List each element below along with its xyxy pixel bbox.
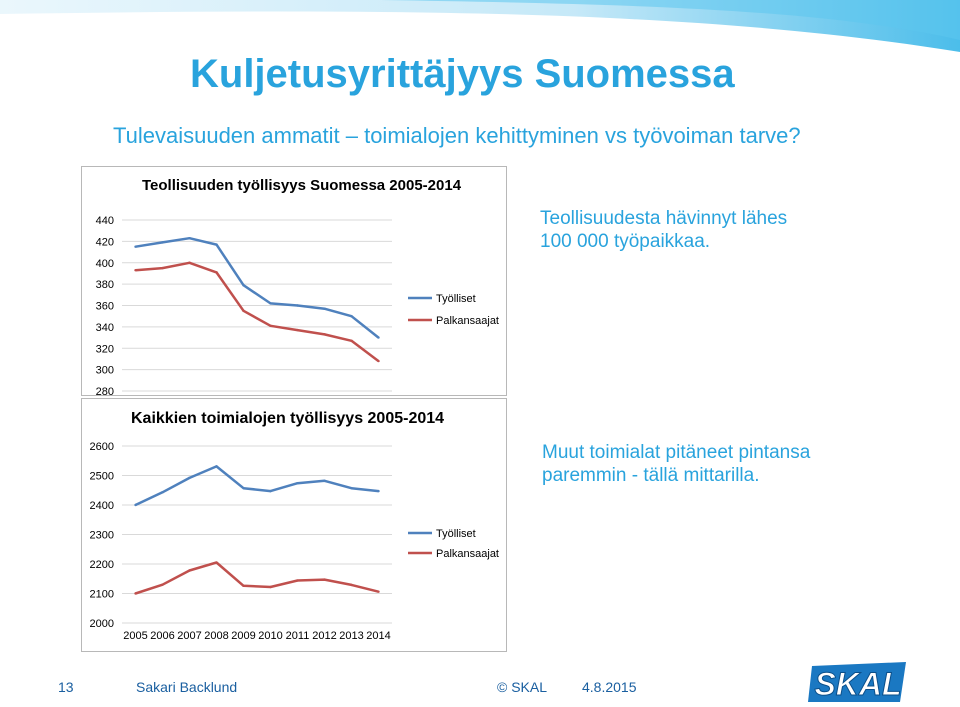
note-industry: Teollisuudesta hävinnyt lähes 100 000 ty… <box>540 208 788 252</box>
data-point <box>323 479 326 483</box>
data-point <box>215 561 218 564</box>
series-line-1 <box>134 465 379 507</box>
x-tick-label: 2011 <box>286 630 310 642</box>
y-tick-label: 2100 <box>90 589 114 601</box>
data-point <box>215 271 218 274</box>
data-point <box>296 579 299 582</box>
data-point <box>269 302 272 305</box>
y-tick-label: 320 <box>96 343 114 355</box>
note-other-industries: Muut toimialat pitäneet pintansa paremmi… <box>542 442 811 486</box>
legend-label: Työlliset <box>436 528 476 540</box>
data-point <box>188 476 191 480</box>
data-point <box>296 304 299 307</box>
data-point <box>377 359 380 363</box>
header-banner <box>0 0 960 60</box>
data-point <box>350 314 353 318</box>
x-tick-label: 2012 <box>312 630 336 642</box>
data-point <box>323 333 326 336</box>
legend-label: Palkansaajat <box>436 548 499 560</box>
series-line-2 <box>135 261 380 363</box>
data-point <box>350 339 353 342</box>
y-tick-label: 280 <box>96 386 114 395</box>
y-tick-label: 400 <box>96 258 114 270</box>
copyright: © SKAL <box>497 679 548 695</box>
data-point <box>242 584 245 588</box>
data-point <box>188 569 191 572</box>
author: Sakari Backlund <box>136 679 238 695</box>
y-tick-label: 360 <box>96 301 114 313</box>
legend-label: Työlliset <box>436 293 476 305</box>
data-point <box>350 583 353 587</box>
series-line-2 <box>135 561 379 595</box>
data-point <box>269 585 272 589</box>
skal-logo: SKAL <box>808 662 906 703</box>
data-point <box>323 578 326 581</box>
page-number: 13 <box>58 679 74 695</box>
data-point <box>269 324 272 328</box>
chart-panel-all-industries: Kaikkien toimialojen työllisyys 2005-201… <box>81 398 507 652</box>
logo-text: SKAL <box>814 666 901 702</box>
data-point <box>296 481 299 485</box>
chart-title: Kaikkien toimialojen työllisyys 2005-201… <box>131 410 445 427</box>
x-tick-label: 2010 <box>258 630 282 642</box>
data-point <box>242 486 245 490</box>
industry-employment-chart: 280 300 320 340 360 380 400 420 440 Työlliset Palk… <box>96 215 499 395</box>
legend-label: Palkansaajat <box>436 315 499 327</box>
chart-title: Teollisuuden työllisyys Suomessa 2005-20… <box>142 177 462 194</box>
x-tick-label: 2014 <box>366 630 390 642</box>
data-point <box>188 261 191 264</box>
date: 4.8.2015 <box>582 679 637 695</box>
all-industries-employment-chart: 2000 2100 2200 2300 2400 2500 2600 2005 2006 2007… <box>90 441 499 642</box>
data-point <box>296 328 299 332</box>
data-point <box>134 269 137 272</box>
data-point <box>242 283 245 287</box>
y-tick-label: 2500 <box>90 471 114 483</box>
y-tick-label: 2300 <box>90 530 114 542</box>
data-point <box>377 489 380 493</box>
y-tick-label: 340 <box>96 322 114 334</box>
data-point <box>134 592 137 595</box>
data-point <box>377 590 380 593</box>
data-point <box>350 486 353 490</box>
y-tick-label: 440 <box>96 215 114 227</box>
data-point <box>323 307 326 310</box>
y-tick-label: 2200 <box>90 559 114 571</box>
x-tick-label: 2007 <box>177 630 201 642</box>
data-point <box>215 465 218 468</box>
data-point <box>242 309 245 313</box>
data-point <box>188 236 191 240</box>
x-tick-label: 2009 <box>231 630 255 642</box>
x-tick-label: 2006 <box>150 630 174 642</box>
y-tick-label: 2000 <box>90 618 114 630</box>
slide-subtitle: Tulevaisuuden ammatit – toimialojen kehi… <box>113 123 801 148</box>
data-point <box>161 583 164 586</box>
x-tick-label: 2005 <box>123 630 147 642</box>
data-point <box>134 503 137 507</box>
data-point <box>161 491 164 494</box>
data-point <box>215 243 218 246</box>
y-tick-label: 380 <box>96 279 114 291</box>
y-tick-label: 300 <box>96 365 114 377</box>
chart-panel-industry: Teollisuuden työllisyys Suomessa 2005-20… <box>81 166 507 396</box>
data-point <box>161 241 164 244</box>
series-line-1 <box>135 236 380 339</box>
slide-title: Kuljetusyrittäjyys Suomessa <box>190 52 735 96</box>
data-point <box>377 336 380 339</box>
y-tick-label: 420 <box>96 236 114 248</box>
y-tick-label: 2400 <box>90 500 114 512</box>
data-point <box>134 245 137 248</box>
data-point <box>161 266 164 270</box>
y-tick-label: 2600 <box>90 441 114 453</box>
x-tick-label: 2008 <box>204 630 228 642</box>
x-tick-label: 2013 <box>339 630 363 642</box>
data-point <box>269 489 272 493</box>
